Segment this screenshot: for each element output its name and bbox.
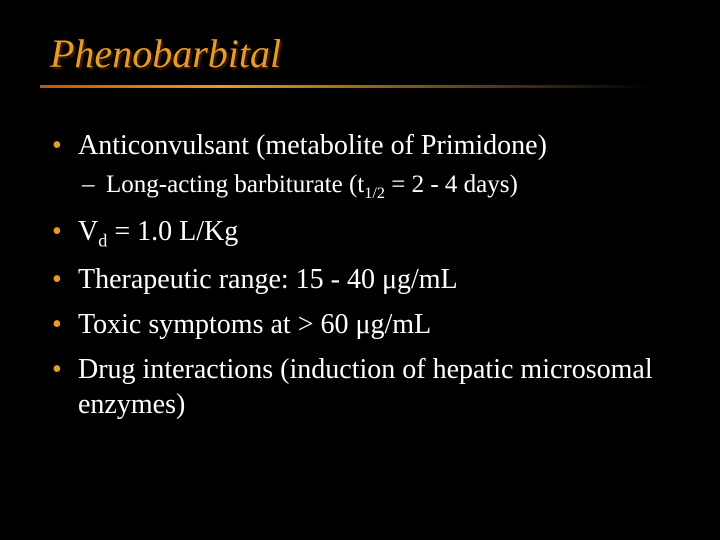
sub-list-item: Long-acting barbiturate (t1/2 = 2 - 4 da…	[78, 169, 680, 204]
list-item: Anticonvulsant (metabolite of Primidone)…	[50, 128, 680, 204]
title-rule	[40, 85, 650, 88]
bullet-text: Drug interactions (induction of hepatic …	[78, 354, 653, 420]
bullet-text: Vd = 1.0 L/Kg	[78, 216, 238, 247]
sub-bullet-text: Long-acting barbiturate (t1/2 = 2 - 4 da…	[106, 171, 518, 198]
slide: Phenobarbital Anticonvulsant (metabolite…	[0, 0, 720, 540]
list-item: Drug interactions (induction of hepatic …	[50, 352, 680, 422]
list-item: Vd = 1.0 L/Kg	[50, 214, 680, 252]
sub-list: Long-acting barbiturate (t1/2 = 2 - 4 da…	[78, 169, 680, 204]
bullet-list: Anticonvulsant (metabolite of Primidone)…	[50, 128, 680, 422]
list-item: Toxic symptoms at > 60 μg/mL	[50, 307, 680, 342]
list-item: Therapeutic range: 15 - 40 μg/mL	[50, 262, 680, 297]
bullet-text: Anticonvulsant (metabolite of Primidone)	[78, 130, 547, 161]
slide-title: Phenobarbital	[50, 30, 680, 77]
bullet-text: Therapeutic range: 15 - 40 μg/mL	[78, 264, 458, 295]
bullet-text: Toxic symptoms at > 60 μg/mL	[78, 309, 431, 340]
